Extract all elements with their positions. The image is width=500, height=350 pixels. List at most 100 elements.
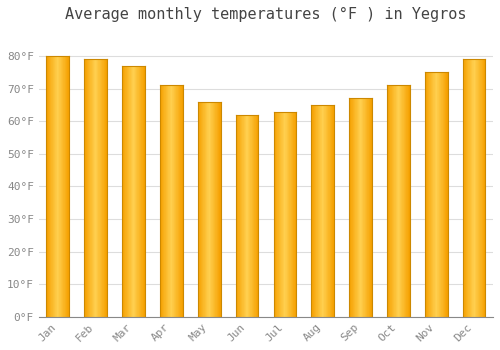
Bar — [62, 56, 63, 317]
Bar — [133, 66, 134, 317]
Bar — [358, 98, 359, 317]
Bar — [333, 105, 334, 317]
Bar — [369, 98, 370, 317]
Bar — [472, 60, 473, 317]
Bar — [246, 115, 247, 317]
Bar — [170, 85, 172, 317]
Bar — [473, 60, 474, 317]
Bar — [91, 60, 92, 317]
Bar — [64, 56, 65, 317]
Bar — [103, 60, 104, 317]
Bar — [198, 102, 199, 317]
Bar — [84, 60, 85, 317]
Bar — [474, 60, 476, 317]
Bar — [433, 72, 434, 317]
Bar — [477, 60, 478, 317]
Bar — [163, 85, 164, 317]
Bar — [165, 85, 166, 317]
Bar — [476, 60, 477, 317]
Bar — [437, 72, 438, 317]
Bar — [85, 60, 86, 317]
Bar — [280, 112, 281, 317]
Bar — [322, 105, 324, 317]
Bar — [470, 60, 472, 317]
Bar — [168, 85, 169, 317]
Bar — [55, 56, 56, 317]
Bar — [366, 98, 367, 317]
Bar — [274, 112, 275, 317]
Bar — [129, 66, 130, 317]
Bar — [429, 72, 430, 317]
Bar — [132, 66, 133, 317]
Bar — [389, 85, 390, 317]
Bar — [178, 85, 179, 317]
Bar — [105, 60, 106, 317]
Bar — [485, 60, 486, 317]
Bar — [208, 102, 209, 317]
Bar — [365, 98, 366, 317]
Bar — [478, 60, 479, 317]
Bar — [312, 105, 313, 317]
Bar — [287, 112, 288, 317]
Bar — [403, 85, 404, 317]
Bar — [60, 56, 61, 317]
Bar — [443, 72, 444, 317]
Bar — [361, 98, 362, 317]
Bar — [52, 56, 53, 317]
Bar — [360, 98, 361, 317]
Bar — [432, 72, 433, 317]
Bar — [92, 60, 94, 317]
Bar — [391, 85, 392, 317]
Bar — [100, 60, 102, 317]
Bar — [483, 60, 484, 317]
Bar — [200, 102, 201, 317]
Bar — [353, 98, 354, 317]
Bar — [355, 98, 356, 317]
Bar — [94, 60, 95, 317]
Bar — [141, 66, 142, 317]
Bar — [362, 98, 363, 317]
Bar — [328, 105, 329, 317]
Bar — [400, 85, 402, 317]
Bar — [481, 60, 482, 317]
Bar — [363, 98, 364, 317]
Bar — [465, 60, 466, 317]
Bar — [466, 60, 468, 317]
Bar — [440, 72, 441, 317]
Bar — [254, 115, 255, 317]
Bar — [399, 85, 400, 317]
Bar — [278, 112, 279, 317]
Bar — [106, 60, 107, 317]
Bar — [463, 60, 464, 317]
Bar — [174, 85, 176, 317]
Bar — [295, 112, 296, 317]
Bar — [282, 112, 283, 317]
Bar — [364, 98, 365, 317]
Bar — [441, 72, 442, 317]
Bar — [368, 98, 369, 317]
Bar — [177, 85, 178, 317]
Bar — [124, 66, 125, 317]
Bar — [442, 72, 443, 317]
Bar — [136, 66, 137, 317]
Bar — [388, 85, 389, 317]
Bar — [276, 112, 277, 317]
Bar — [289, 112, 290, 317]
Bar — [95, 60, 96, 317]
Bar — [435, 72, 436, 317]
Bar — [98, 60, 99, 317]
Bar — [439, 72, 440, 317]
Bar — [209, 102, 210, 317]
Bar — [122, 66, 123, 317]
Bar — [290, 112, 291, 317]
Bar — [292, 112, 293, 317]
Bar — [320, 105, 321, 317]
Bar — [286, 112, 287, 317]
Bar — [213, 102, 214, 317]
Bar — [244, 115, 246, 317]
Bar — [275, 112, 276, 317]
Bar — [396, 85, 398, 317]
Bar — [426, 72, 427, 317]
Bar — [217, 102, 218, 317]
Bar — [405, 85, 406, 317]
